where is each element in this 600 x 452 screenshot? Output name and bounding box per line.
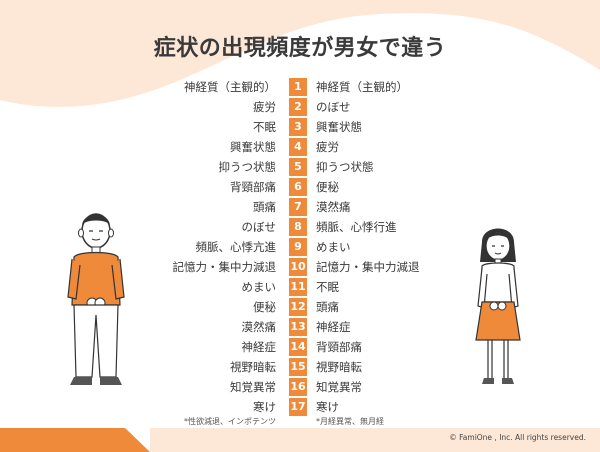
male-symptom: 頻脈、心悸亢進 — [195, 240, 277, 254]
rank-badge: 5 — [289, 158, 307, 176]
female-symptom: 抑うつ状態 — [316, 160, 374, 174]
ranking-row: 知覚異常 16 知覚異常 — [130, 377, 460, 397]
rank-badge: 15 — [289, 358, 307, 376]
male-symptom: 不眠 — [253, 120, 276, 134]
ranking-row: 漠然痛 13 神経症 — [130, 317, 460, 337]
female-symptom: 便秘 — [316, 180, 339, 194]
male-symptom: 便秘 — [253, 300, 276, 314]
woman-illustration — [475, 228, 521, 384]
female-symptom: 神経質（主観的） — [316, 80, 408, 94]
ranking-row: のぼせ 8 頻脈、心悸行進 — [130, 217, 460, 237]
male-symptom: 神経症 — [241, 340, 277, 354]
rank-badge: 10 — [289, 258, 307, 276]
rank-badge: 12 — [289, 298, 307, 316]
rank-badge: 17 — [289, 398, 307, 416]
male-symptom: 疲労 — [253, 100, 276, 114]
rank-badge: 7 — [289, 198, 307, 216]
ranking-row: 背頸部痛 6 便秘 — [130, 177, 460, 197]
male-symptom: 背頸部痛 — [230, 180, 276, 194]
female-symptom: 記憶力・集中力減退 — [316, 260, 420, 274]
male-symptom: 漠然痛 — [241, 320, 277, 334]
female-footnote: *月経異常、無月経 — [316, 417, 384, 426]
male-symptom: 視野暗転 — [230, 360, 276, 374]
male-symptom: 記憶力・集中力減退 — [172, 260, 277, 274]
female-symptom: めまい — [316, 240, 351, 254]
male-symptom: のぼせ — [241, 220, 277, 234]
ranking-row: 抑うつ状態 5 抑うつ状態 — [130, 157, 460, 177]
female-symptom: 不眠 — [316, 280, 339, 294]
man-illustration — [67, 213, 125, 385]
male-symptom: 神経質（主観的） — [184, 80, 276, 94]
ranking-row: めまい 11 不眠 — [130, 277, 460, 297]
ranking-row: 記憶力・集中力減退 10 記憶力・集中力減退 — [130, 257, 460, 277]
ranking-row: 視野暗転 15 視野暗転 — [130, 357, 460, 377]
female-symptom: 寒け — [316, 400, 339, 414]
female-symptom: 疲労 — [316, 140, 339, 154]
female-symptom: 視野暗転 — [316, 360, 362, 374]
female-symptom: 神経症 — [316, 320, 351, 334]
ranking-row: 疲労 2 のぼせ — [130, 97, 460, 117]
female-symptom: 知覚異常 — [316, 380, 362, 394]
page-title: 症状の出現頻度が男女で違う — [153, 36, 447, 61]
rank-badge: 11 — [289, 278, 307, 296]
male-symptom: 興奮状態 — [230, 140, 276, 154]
copyright: © FamiOne , Inc. All rights reserved. — [449, 433, 586, 442]
rank-badge: 14 — [289, 338, 307, 356]
female-symptom: 頻脈、心悸行進 — [316, 220, 397, 234]
male-footnote: *性欲減退、インポテンツ — [184, 417, 276, 426]
rank-badge: 2 — [289, 98, 307, 116]
ranking-row: 頭痛 7 漠然痛 — [130, 197, 460, 217]
rank-badge: 16 — [289, 378, 307, 396]
male-symptom: 頭痛 — [253, 200, 276, 214]
rank-badge: 8 — [289, 218, 307, 236]
ranking-row: 便秘 12 頭痛 — [130, 297, 460, 317]
rank-badge: 13 — [289, 318, 307, 336]
ranking-row: 頻脈、心悸亢進 9 めまい — [130, 237, 460, 257]
male-symptom: 寒け — [253, 400, 276, 414]
rank-badge: 6 — [289, 178, 307, 196]
ranking-row: 寒け 17 寒け — [130, 397, 460, 417]
male-symptom: めまい — [241, 280, 277, 294]
female-symptom: 興奮状態 — [316, 120, 362, 134]
symptom-ranking-list: 神経質（主観的） 1 神経質（主観的） 疲労 2 のぼせ 不眠 3 興奮状態 興奮状態 4 疲労 抑うつ… — [130, 77, 460, 417]
ranking-row: 神経質（主観的） 1 神経質（主観的） — [130, 77, 460, 97]
female-symptom: 背頸部痛 — [316, 340, 362, 354]
rank-badge: 4 — [289, 138, 307, 156]
ranking-row: 神経症 14 背頸部痛 — [130, 337, 460, 357]
male-symptom: 抑うつ状態 — [218, 160, 277, 174]
rank-badge: 3 — [289, 118, 307, 136]
rank-badge: 1 — [289, 78, 307, 96]
ranking-row: 不眠 3 興奮状態 — [130, 117, 460, 137]
male-symptom: 知覚異常 — [230, 380, 276, 394]
rank-badge: 9 — [289, 238, 307, 256]
female-symptom: 頭痛 — [316, 300, 339, 314]
female-symptom: のぼせ — [316, 100, 351, 114]
ranking-row: 興奮状態 4 疲労 — [130, 137, 460, 157]
female-symptom: 漠然痛 — [316, 200, 351, 214]
